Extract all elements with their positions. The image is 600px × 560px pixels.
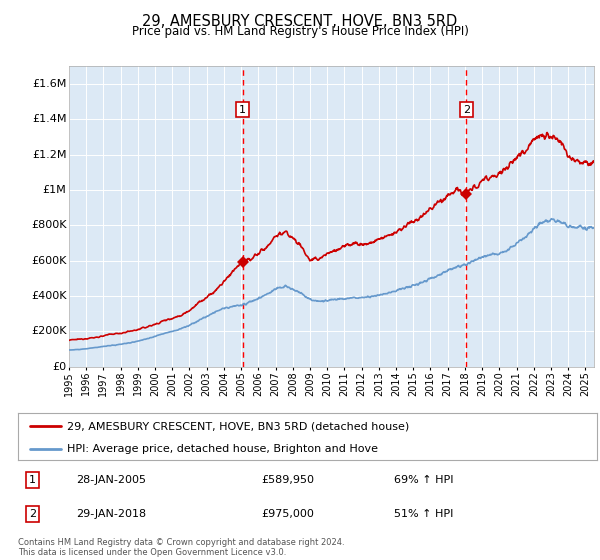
- Text: 29-JAN-2018: 29-JAN-2018: [76, 509, 146, 519]
- Text: £1.6M: £1.6M: [32, 79, 67, 89]
- Text: Contains HM Land Registry data © Crown copyright and database right 2024.
This d: Contains HM Land Registry data © Crown c…: [18, 538, 344, 557]
- Text: Price paid vs. HM Land Registry's House Price Index (HPI): Price paid vs. HM Land Registry's House …: [131, 25, 469, 38]
- Text: £1M: £1M: [43, 185, 67, 195]
- Text: 29, AMESBURY CRESCENT, HOVE, BN3 5RD (detached house): 29, AMESBURY CRESCENT, HOVE, BN3 5RD (de…: [67, 422, 409, 431]
- Text: £400K: £400K: [31, 291, 67, 301]
- Text: 28-JAN-2005: 28-JAN-2005: [76, 475, 146, 485]
- Text: 29, AMESBURY CRESCENT, HOVE, BN3 5RD: 29, AMESBURY CRESCENT, HOVE, BN3 5RD: [142, 14, 458, 29]
- Text: 69% ↑ HPI: 69% ↑ HPI: [394, 475, 454, 485]
- Text: £200K: £200K: [31, 326, 67, 337]
- Text: £1.2M: £1.2M: [32, 150, 67, 160]
- Text: £600K: £600K: [31, 256, 67, 265]
- Text: £589,950: £589,950: [261, 475, 314, 485]
- Text: £0: £0: [52, 362, 67, 372]
- Text: £1.4M: £1.4M: [32, 114, 67, 124]
- Text: HPI: Average price, detached house, Brighton and Hove: HPI: Average price, detached house, Brig…: [67, 444, 378, 454]
- Text: £975,000: £975,000: [261, 509, 314, 519]
- Text: 1: 1: [29, 475, 36, 485]
- Text: £800K: £800K: [31, 220, 67, 230]
- Text: 2: 2: [29, 509, 36, 519]
- Text: 1: 1: [239, 105, 246, 115]
- Text: 2: 2: [463, 105, 470, 115]
- Text: 51% ↑ HPI: 51% ↑ HPI: [394, 509, 454, 519]
